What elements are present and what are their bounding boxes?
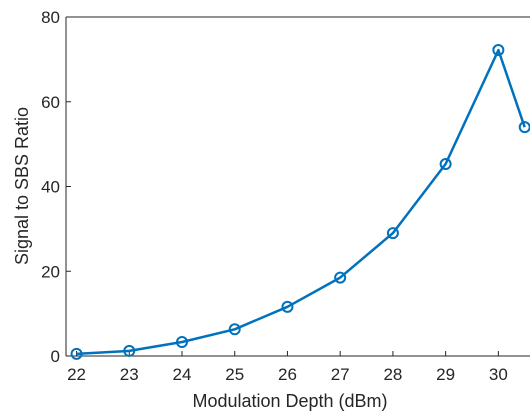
data-point-marker bbox=[386, 227, 399, 240]
axes bbox=[65, 16, 530, 357]
x-tick-label: 23 bbox=[120, 365, 139, 384]
data-point-marker bbox=[123, 344, 136, 357]
y-tick-label: 60 bbox=[41, 93, 60, 112]
data-point-marker bbox=[439, 158, 452, 171]
x-tick-label: 29 bbox=[436, 365, 455, 384]
y-tick-label: 80 bbox=[41, 8, 60, 27]
series-line bbox=[76, 48, 526, 356]
y-tick-label: 0 bbox=[51, 347, 60, 366]
y-ticks: 0 20 40 60 80 bbox=[41, 8, 71, 366]
data-point-marker bbox=[334, 271, 347, 284]
x-tick-label: 24 bbox=[173, 365, 192, 384]
y-axis-title: Signal to SBS Ratio bbox=[12, 107, 32, 265]
x-tick-label: 27 bbox=[331, 365, 350, 384]
x-tick-label: 26 bbox=[278, 365, 297, 384]
x-ticks: 22 23 24 25 26 27 28 29 30 bbox=[67, 351, 508, 384]
series-layer bbox=[70, 44, 530, 360]
x-tick-label: 28 bbox=[383, 365, 402, 384]
y-tick-label: 40 bbox=[41, 178, 60, 197]
data-point-marker bbox=[281, 300, 294, 313]
x-axis-title: Modulation Depth (dBm) bbox=[192, 391, 387, 411]
x-tick-label: 25 bbox=[225, 365, 244, 384]
y-tick-label: 20 bbox=[41, 262, 60, 281]
data-point-marker bbox=[492, 44, 505, 57]
data-point-marker bbox=[176, 336, 188, 349]
x-tick-label: 22 bbox=[67, 365, 86, 384]
data-point-marker bbox=[70, 347, 83, 360]
x-tick-label: 30 bbox=[489, 365, 508, 384]
data-point-marker bbox=[228, 323, 241, 336]
